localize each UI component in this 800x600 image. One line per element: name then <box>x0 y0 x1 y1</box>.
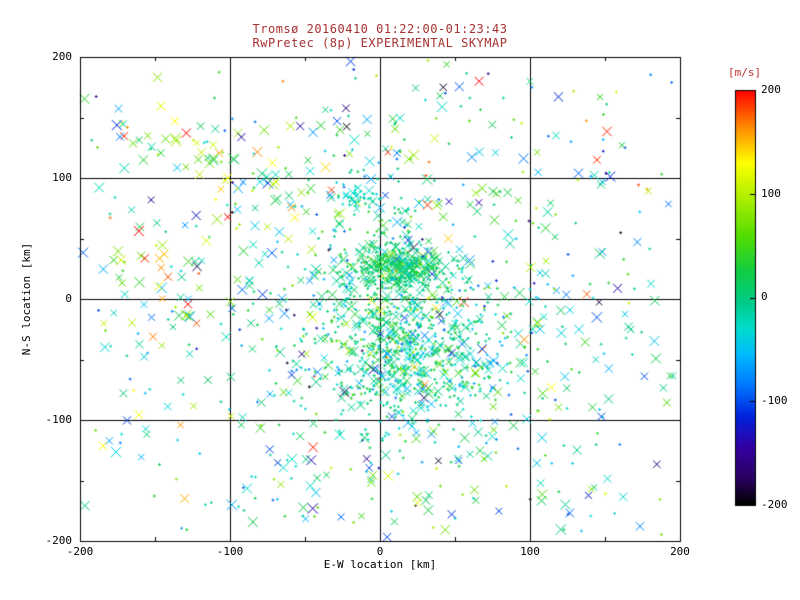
y-tick-label: 100 <box>52 171 72 184</box>
x-axis-label: E-W location [km] <box>323 558 437 571</box>
colorbar-units-label: [m/s] <box>728 66 762 79</box>
x-tick-label: 200 <box>670 545 690 558</box>
colorbar-tick-label: 200 <box>761 83 781 96</box>
plot-title: Tromsø 20160410 01:22:00-01:23:43 <box>252 22 508 36</box>
y-tick-label: 0 <box>65 292 72 305</box>
x-tick-label: 0 <box>376 545 384 558</box>
x-tick-label: -200 <box>66 545 94 558</box>
colorbar-tick-label: -200 <box>761 498 788 511</box>
y-tick-label: 200 <box>52 50 72 63</box>
y-tick-label: -200 <box>45 534 73 547</box>
colorbar-tick-label: 100 <box>761 187 781 200</box>
colorbar-tick-label: -100 <box>761 394 788 407</box>
colorbar-tick-label: 0 <box>761 290 768 303</box>
x-tick-label: 100 <box>520 545 540 558</box>
x-tick-label: -100 <box>216 545 244 558</box>
y-tick-label: -100 <box>45 413 73 426</box>
plot-subtitle: RwPretec (8p) EXPERIMENTAL SKYMAP <box>252 36 508 50</box>
